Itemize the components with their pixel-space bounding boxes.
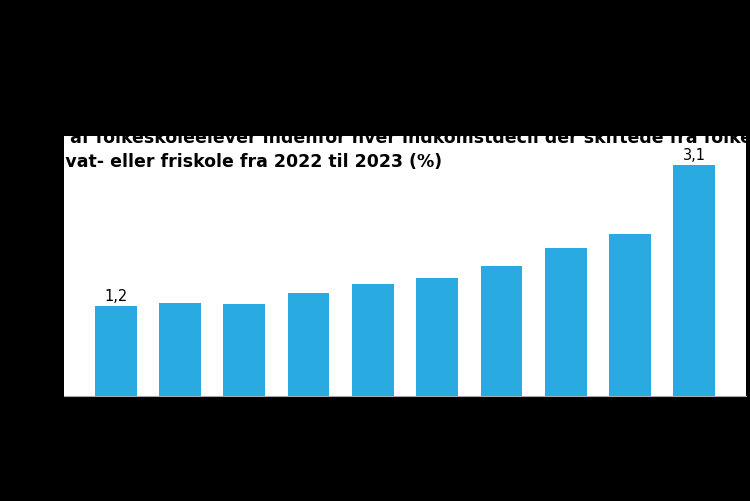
Bar [94, 307, 136, 396]
Text: Lavere indkomst: Lavere indkomst [68, 433, 189, 448]
Bar [416, 279, 458, 396]
Text: Andel af folkeskoleelever indenfor hver indkomstdecil der skiftede fra folkeskol: Andel af folkeskoleelever indenfor hver … [8, 129, 750, 170]
Bar [609, 234, 651, 396]
Bar [481, 266, 522, 396]
Text: Højere indkomst: Højere indkomst [622, 433, 742, 448]
Bar [544, 249, 586, 396]
Bar [352, 285, 394, 396]
Bar [674, 166, 716, 396]
Text: 1,2: 1,2 [104, 289, 128, 304]
Bar [159, 303, 201, 396]
Bar [288, 294, 329, 396]
Text: 3,1: 3,1 [682, 148, 706, 163]
Bar [224, 305, 266, 396]
